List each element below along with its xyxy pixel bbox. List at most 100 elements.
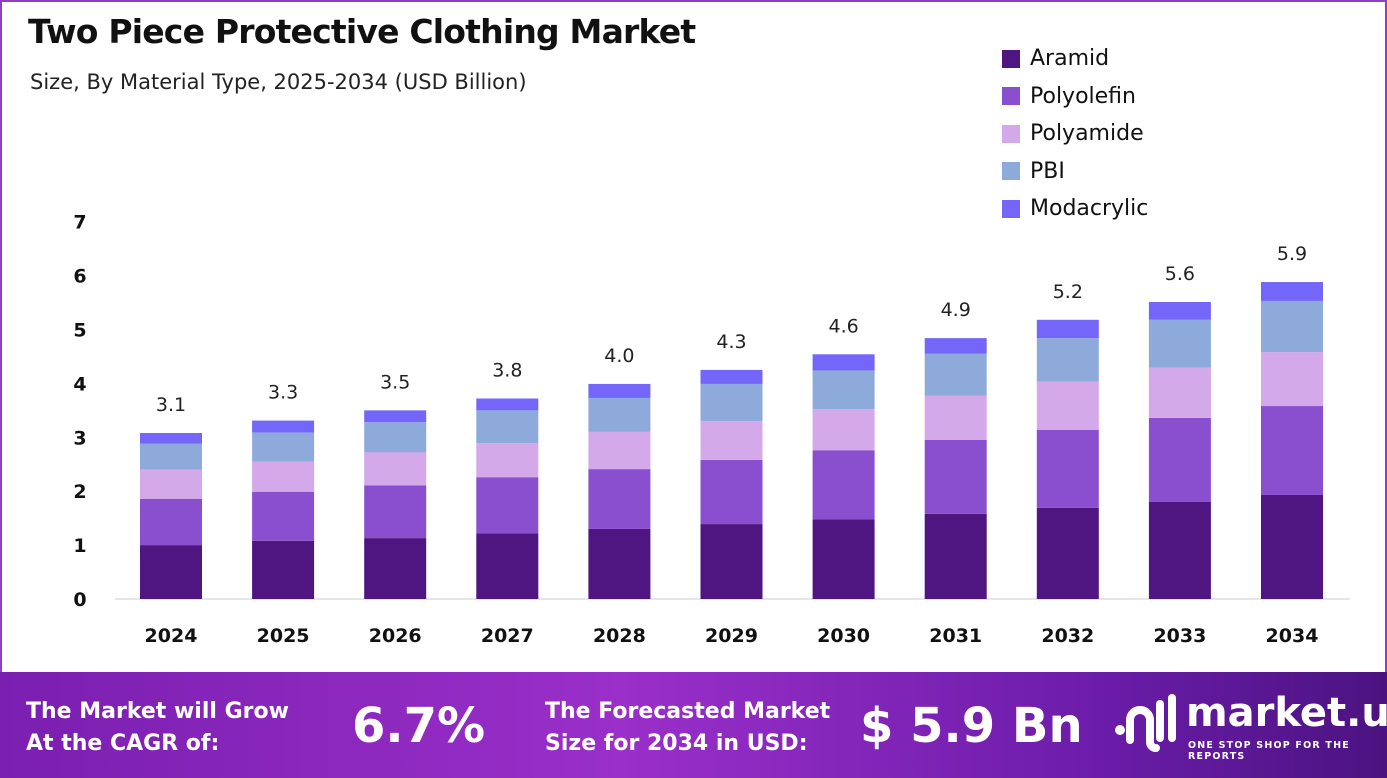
x-tick-label: 2032 bbox=[1041, 625, 1094, 647]
bar-segment-modacrylic bbox=[140, 432, 202, 444]
bar-segment-modacrylic bbox=[476, 398, 539, 411]
stacked-bar-chart: 0 1 2 3 4 5 6 7 3.1 2024 3.3 2025 3.5 2026 3.8 2027 4.0 2… bbox=[73, 212, 1350, 647]
total-label: 4.9 bbox=[941, 299, 971, 321]
legend-item: PBI bbox=[1002, 153, 1148, 191]
forecast-value: $ 5.9 Bn bbox=[860, 698, 1083, 754]
bar-segment-polyolefin bbox=[140, 498, 202, 546]
x-tick-label: 2027 bbox=[481, 625, 534, 647]
total-label: 3.3 bbox=[268, 382, 298, 404]
bar-segment-pbi bbox=[476, 410, 539, 444]
chart-subtitle: Size, By Material Type, 2025-2034 (USD B… bbox=[30, 70, 527, 94]
legend-label: Modacrylic bbox=[1030, 196, 1149, 222]
chart-title: Two Piece Protective Clothing Market bbox=[28, 12, 696, 51]
x-tick-label: 2024 bbox=[145, 625, 198, 647]
total-label: 4.3 bbox=[716, 331, 746, 353]
bar-segment-polyamide bbox=[1148, 367, 1211, 418]
cagr-value: 6.7% bbox=[352, 698, 486, 754]
bar-segment-polyamide bbox=[252, 461, 315, 492]
bar-segment-modacrylic bbox=[924, 338, 987, 354]
bar-segment-polyolefin bbox=[1261, 406, 1323, 495]
bar-segment-pbi bbox=[924, 353, 987, 396]
x-tick-label: 2033 bbox=[1153, 625, 1206, 647]
bar-segment-aramid bbox=[1036, 507, 1099, 599]
x-tick-label: 2026 bbox=[369, 625, 422, 647]
y-tick-label: 5 bbox=[73, 320, 86, 342]
bar-segment-modacrylic bbox=[588, 383, 651, 398]
total-label: 4.0 bbox=[604, 345, 634, 367]
legend: Aramid Polyolefin Polyamide PBI Modacrylic bbox=[1002, 40, 1148, 228]
legend-item: Aramid bbox=[1002, 40, 1148, 78]
y-tick-label: 6 bbox=[73, 266, 86, 288]
forecast-label-line1: The Forecasted Market bbox=[545, 699, 831, 724]
logo-icon bbox=[1115, 694, 1176, 752]
total-label: 3.1 bbox=[156, 394, 186, 416]
bar-segment-modacrylic bbox=[1036, 319, 1099, 339]
bar-segment-aramid bbox=[252, 540, 315, 599]
bar-segment-modacrylic bbox=[1148, 302, 1211, 320]
cagr-label: The Market will Grow At the CAGR of: bbox=[26, 696, 289, 760]
bar-segment-polyolefin bbox=[924, 439, 987, 514]
y-tick-label: 4 bbox=[73, 373, 86, 395]
bar-segment-polyamide bbox=[700, 421, 763, 460]
legend-label: PBI bbox=[1030, 158, 1065, 184]
y-tick-label: 3 bbox=[73, 427, 86, 449]
total-label: 4.6 bbox=[828, 315, 858, 337]
bar-segment-modacrylic bbox=[364, 410, 427, 423]
legend-swatch bbox=[1002, 87, 1020, 106]
bar-segment-polyolefin bbox=[812, 450, 875, 520]
bar-segment-modacrylic bbox=[700, 369, 763, 384]
bar-segment-polyamide bbox=[1036, 381, 1099, 430]
bar-segment-aramid bbox=[1261, 494, 1323, 599]
total-label: 5.9 bbox=[1277, 243, 1307, 265]
x-tick-label: 2025 bbox=[257, 625, 310, 647]
y-tick-label: 7 bbox=[73, 212, 86, 234]
legend-swatch bbox=[1002, 162, 1020, 181]
bar-segment-polyamide bbox=[140, 469, 202, 499]
bar-segment-pbi bbox=[588, 397, 651, 432]
cagr-label-line2: At the CAGR of: bbox=[26, 731, 220, 756]
y-tick-label: 0 bbox=[73, 589, 86, 611]
legend-swatch bbox=[1002, 124, 1020, 143]
bar-segment-pbi bbox=[140, 443, 202, 470]
logo-tagline: ONE STOP SHOP FOR THE REPORTS bbox=[1188, 740, 1350, 762]
bar-segment-polyamide bbox=[588, 431, 651, 470]
bar-segment-aramid bbox=[364, 538, 427, 599]
x-tick-label: 2029 bbox=[705, 625, 758, 647]
x-tick-label: 2031 bbox=[929, 625, 982, 647]
legend-item: Polyolefin bbox=[1002, 78, 1148, 116]
bar-segment-aramid bbox=[140, 545, 202, 599]
bar-segment-polyamide bbox=[812, 409, 875, 451]
bar-segment-modacrylic bbox=[1261, 282, 1323, 301]
forecast-label-line2: Size for 2034 in USD: bbox=[545, 731, 808, 756]
bar-segment-polyamide bbox=[1261, 352, 1323, 407]
bar-segment-aramid bbox=[812, 519, 875, 599]
bar-segment-polyolefin bbox=[476, 477, 539, 534]
total-label: 5.2 bbox=[1053, 281, 1083, 303]
x-tick-label: 2028 bbox=[593, 625, 646, 647]
bar-segment-polyolefin bbox=[588, 469, 651, 529]
bar-segment-pbi bbox=[364, 422, 427, 453]
legend-swatch bbox=[1002, 49, 1020, 68]
bar-segment-pbi bbox=[812, 370, 875, 410]
footer-banner: The Market will Grow At the CAGR of: 6.7%… bbox=[0, 672, 1387, 778]
bar-segment-polyamide bbox=[924, 395, 987, 440]
y-tick-label: 1 bbox=[73, 535, 86, 557]
bar-segment-pbi bbox=[700, 383, 763, 422]
bar-segment-polyamide bbox=[364, 452, 427, 486]
bar-segment-aramid bbox=[700, 524, 763, 599]
bar-segment-aramid bbox=[924, 513, 987, 599]
legend-label: Polyolefin bbox=[1030, 83, 1136, 109]
bar-segment-polyolefin bbox=[364, 485, 427, 539]
total-label: 3.8 bbox=[492, 359, 522, 381]
bar-segment-polyolefin bbox=[1148, 417, 1211, 502]
bar-segment-pbi bbox=[1036, 338, 1099, 382]
forecast-label: The Forecasted Market Size for 2034 in US… bbox=[545, 696, 830, 760]
bar-segment-pbi bbox=[1148, 319, 1211, 368]
bar-segment-pbi bbox=[1261, 300, 1323, 353]
logo-name: market.us bbox=[1186, 690, 1387, 736]
market-us-logo: market.us ONE STOP SHOP FOR THE REPORTS bbox=[1112, 690, 1387, 762]
bar-segment-polyolefin bbox=[700, 459, 763, 525]
bar-segment-polyamide bbox=[476, 443, 539, 478]
total-label: 5.6 bbox=[1165, 263, 1195, 285]
